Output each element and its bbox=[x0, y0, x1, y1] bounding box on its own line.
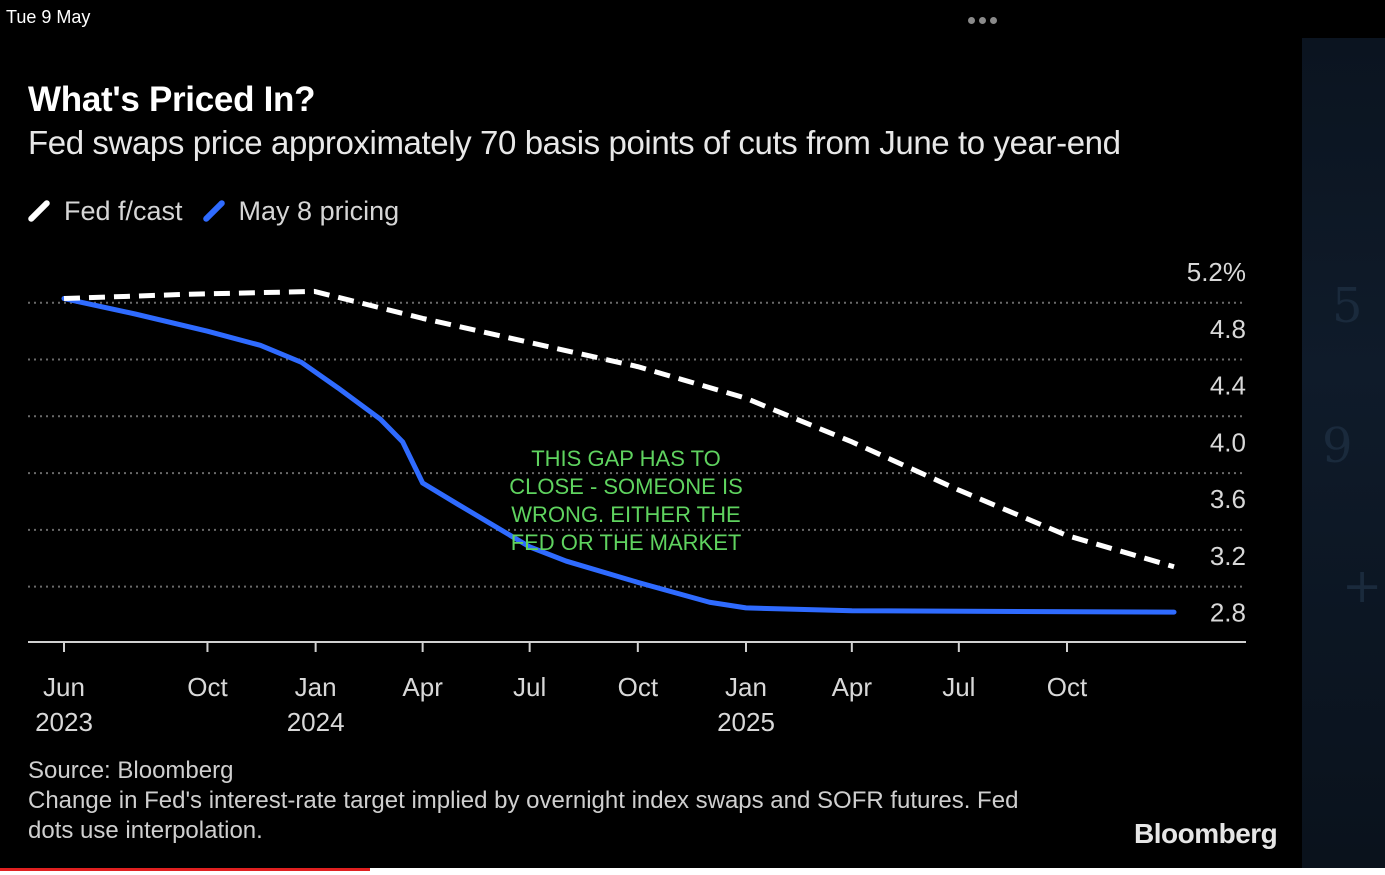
chart-panel: What's Priced In? Fed swaps price approx… bbox=[0, 38, 1302, 868]
x-tick-label: Apr bbox=[832, 672, 873, 702]
chart-footnote: Change in Fed's interest-rate target imp… bbox=[28, 787, 1019, 844]
x-tick-label: Jan bbox=[725, 672, 767, 702]
legend-item-fed-forecast: Fed f/cast bbox=[26, 195, 183, 227]
x-tick-label: Jan bbox=[295, 672, 337, 702]
x-tick-year-label: 2023 bbox=[35, 707, 93, 737]
chart-source: Source: Bloomberg bbox=[28, 757, 234, 784]
chart-subtitle: Fed swaps price approximately 70 basis p… bbox=[28, 124, 1121, 161]
chart-legend: Fed f/cast May 8 pricing bbox=[26, 194, 419, 228]
video-progress-played bbox=[0, 868, 370, 871]
x-tick-label: Oct bbox=[187, 672, 228, 702]
status-bar: Tue 9 May bbox=[0, 0, 1385, 36]
y-tick-label: 2.8 bbox=[1210, 598, 1246, 628]
series-line-fed-forecast bbox=[63, 288, 1175, 570]
y-tick-label: 3.6 bbox=[1210, 484, 1246, 514]
x-tick-label: Oct bbox=[618, 672, 659, 702]
x-axis: Jun 2023 Oct Jan 2024 Apr Jul Oct Jan 2025 Apr Jul O… bbox=[28, 641, 1246, 737]
x-tick-label: Jun bbox=[43, 672, 85, 702]
y-tick-label: 4.8 bbox=[1210, 314, 1246, 344]
legend-label-market-pricing: May 8 pricing bbox=[238, 195, 400, 226]
series-lines bbox=[61, 288, 1177, 615]
background-panel: 5 9 + bbox=[1302, 38, 1385, 868]
x-tick-label: Jul bbox=[513, 672, 546, 702]
series-line-market-pricing bbox=[61, 296, 1177, 615]
chart-annotation: THIS GAP HAS TO CLOSE - SOMEONE IS WRONG. … bbox=[509, 446, 743, 555]
x-tick-label: Apr bbox=[402, 672, 443, 702]
x-tick-year-label: 2024 bbox=[287, 707, 345, 737]
y-tick-label: 3.2 bbox=[1210, 541, 1246, 571]
x-tick-label: Oct bbox=[1047, 672, 1088, 702]
more-options-icon[interactable] bbox=[968, 11, 1008, 25]
line-chart: 5.2% 4.8 4.4 4.0 3.6 3.2 2.8 Jun 2023 Oct Jan 2024… bbox=[28, 257, 1246, 737]
video-progress-track[interactable] bbox=[0, 868, 1385, 875]
grid-lines bbox=[28, 301, 1246, 588]
legend-item-market-pricing: May 8 pricing bbox=[201, 195, 400, 227]
bloomberg-logo: Bloomberg bbox=[1134, 818, 1278, 849]
chart-title: What's Priced In? bbox=[28, 80, 316, 119]
y-axis-ticks: 5.2% 4.8 4.4 4.0 3.6 3.2 2.8 bbox=[1187, 257, 1246, 628]
legend-label-fed-forecast: Fed f/cast bbox=[64, 195, 183, 226]
y-tick-label: 5.2% bbox=[1187, 257, 1246, 287]
status-date: Tue 9 May bbox=[6, 7, 91, 27]
x-tick-year-label: 2025 bbox=[717, 707, 775, 737]
y-tick-label: 4.0 bbox=[1210, 427, 1246, 457]
x-tick-label: Jul bbox=[942, 672, 975, 702]
y-tick-label: 4.4 bbox=[1210, 371, 1246, 401]
